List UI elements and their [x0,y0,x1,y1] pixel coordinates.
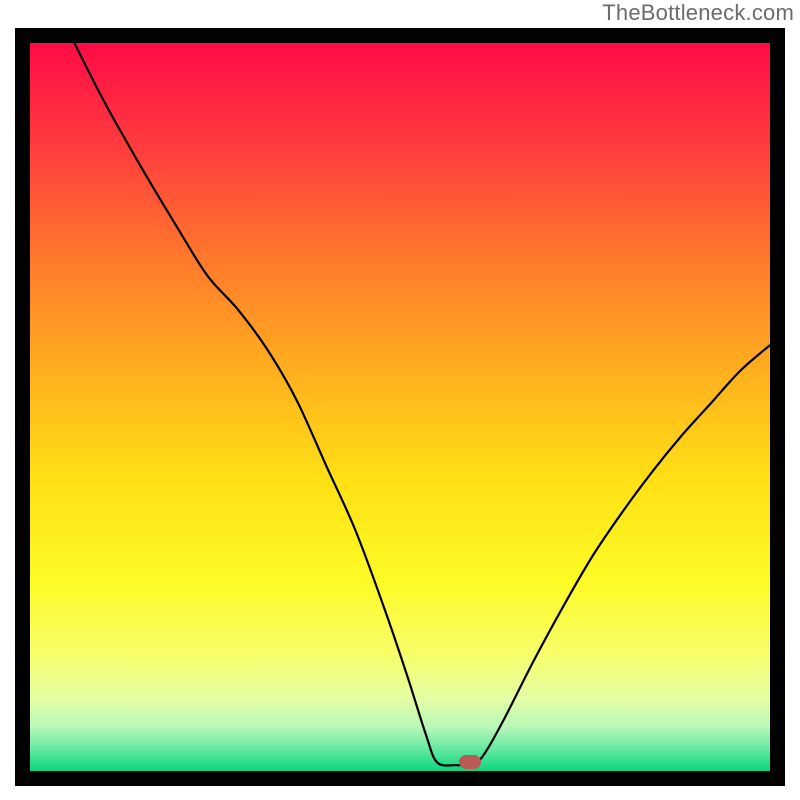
bottleneck-curve-svg [30,43,770,771]
bottleneck-curve [74,43,770,766]
watermark-text: TheBottleneck.com [602,0,794,26]
optimum-marker [459,755,481,769]
chart-canvas: TheBottleneck.com [0,0,800,800]
plot-area [15,28,785,786]
